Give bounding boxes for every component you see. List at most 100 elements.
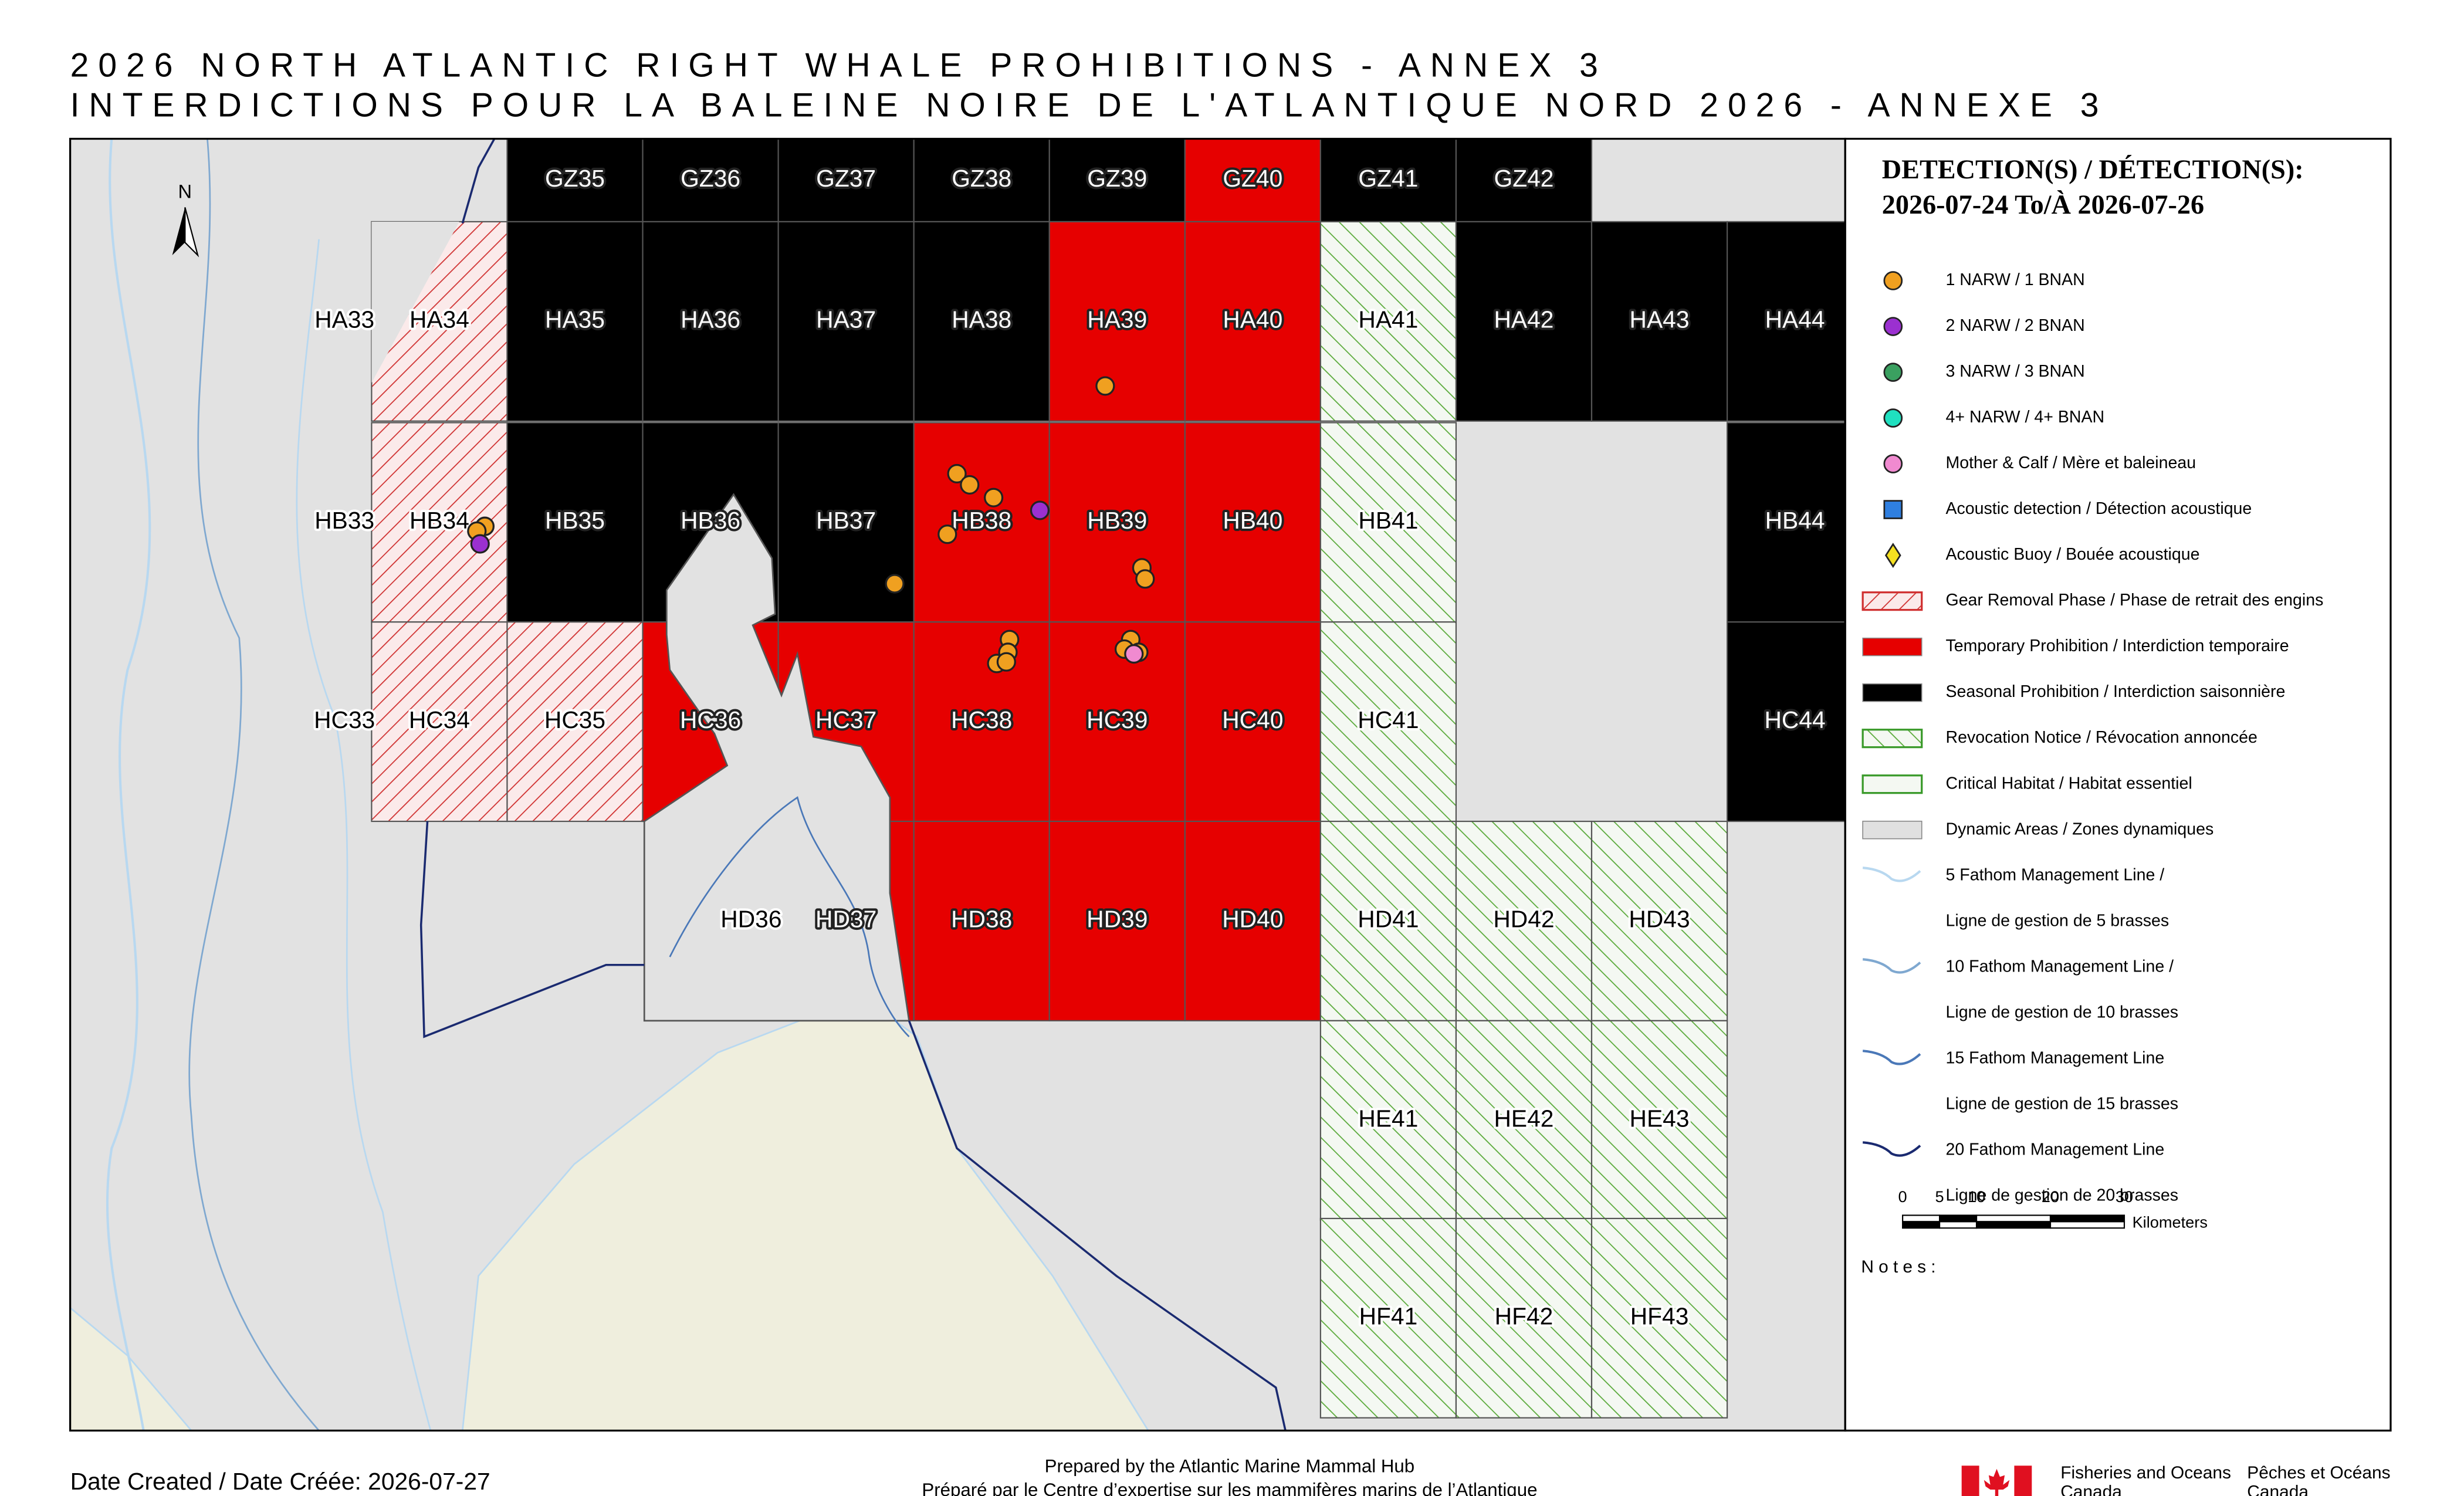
legend-label: Temporary Prohibition / Interdiction tem… (1946, 637, 2289, 655)
grid-cell (1184, 221, 1321, 422)
cell-label: GZ39 (1087, 165, 1147, 192)
cell-label: HB35 (545, 507, 605, 534)
dfo-fr: Canada (2247, 1482, 2309, 1496)
cell-label: HB38 (952, 507, 1011, 534)
legend-symbol (1862, 958, 1921, 974)
scale-segment (1975, 1214, 2052, 1223)
cell-label: HC41 (1358, 706, 1419, 733)
grid-cell (1590, 1020, 1728, 1221)
cell-label: HD40 (1222, 906, 1283, 933)
cell-label: HE43 (1630, 1105, 1690, 1132)
grid-cell (1319, 422, 1457, 623)
canada-flag (1961, 1465, 2032, 1496)
cell-label: HA38 (952, 306, 1011, 333)
cell-label: HC36 (680, 706, 741, 733)
legend-label: Ligne de gestion de 15 brasses (1946, 1094, 2179, 1113)
cell-label: GZ38 (952, 165, 1011, 192)
cell-label: HF42 (1495, 1303, 1553, 1330)
grid-cell (777, 138, 915, 223)
dfo-en: Canada (2060, 1482, 2122, 1496)
cell-label: HC38 (951, 706, 1012, 733)
prepared: Préparé par le Centre d’expertise sur le… (922, 1480, 1537, 1496)
legend-label: 20 Fathom Management Line (1946, 1140, 2165, 1159)
legend-symbol (1861, 774, 1923, 794)
grid-cell (777, 221, 915, 422)
scale-segment (1938, 1214, 1978, 1223)
title-line: INTERDICTIONS POUR LA BALEINE NOIRE DE L… (70, 86, 2099, 124)
coast-overlay (371, 138, 1287, 1431)
detection (1095, 376, 1115, 396)
legend-symbol (1883, 271, 1903, 290)
scale-tick-label: 20 (2042, 1187, 2059, 1206)
legend-label: Dynamic Areas / Zones dynamiques (1946, 820, 2214, 838)
grid-cell (1319, 621, 1457, 823)
grid-cell (1726, 221, 1864, 422)
scale-segment (1902, 1214, 1941, 1223)
cell-label: HD37 (815, 906, 876, 933)
grid-cell (1455, 138, 1593, 223)
legend-label: 3 NARW / 3 BNAN (1946, 362, 2085, 381)
fathom-line (296, 239, 432, 1431)
legend-symbol (1883, 500, 1903, 519)
cell-label: HC34 (409, 706, 470, 733)
north-label: N (178, 181, 192, 202)
legend-label: Ligne de gestion de 5 brasses (1946, 911, 2169, 930)
cell-label: HB44 (1765, 507, 1825, 534)
cell-label: HC33 (314, 706, 375, 733)
legend-label: 2 NARW / 2 BNAN (1946, 316, 2085, 335)
cell-label: HA37 (816, 306, 876, 333)
grid-cell (506, 422, 644, 623)
detection (885, 574, 905, 594)
scale-segment (2049, 1214, 2125, 1223)
cell-label: HA36 (681, 306, 740, 333)
flag-bar (2014, 1465, 2032, 1496)
cell-label: HB41 (1358, 507, 1418, 534)
detections (467, 376, 1155, 673)
cell-label: HA33 (314, 306, 374, 333)
legend-symbol (1883, 363, 1903, 382)
cell-label: HA40 (1223, 306, 1282, 333)
legend-symbol (1862, 1050, 1921, 1065)
legend-label: Acoustic detection / Détection acoustiqu… (1946, 499, 2252, 518)
grid-cell (506, 221, 644, 422)
grid-cell (1455, 221, 1593, 422)
detection (1030, 500, 1050, 520)
detection (470, 534, 490, 554)
grid-cell (1319, 1217, 1457, 1419)
fathom-line (106, 138, 151, 1431)
legend-label: 10 Fathom Management Line / (1946, 957, 2174, 976)
date-created: Date Created / Date Créée: 2026-07-27 (70, 1468, 490, 1495)
grid-cell (1184, 422, 1321, 623)
grid-cell (1184, 820, 1321, 1021)
cell-label: HC35 (544, 706, 605, 733)
grid-cell (913, 221, 1050, 422)
fathom-line (188, 138, 320, 1431)
cell-label: HF43 (1630, 1303, 1689, 1330)
legend-symbol (1862, 637, 1923, 656)
grid-cell (1455, 820, 1593, 1021)
grid-cell (913, 820, 1050, 1021)
grid-cell (913, 422, 1050, 623)
legend-label: 15 Fathom Management Line (1946, 1048, 2165, 1067)
legend-dates: 2026-07-24 To/À 2026-07-26 (1882, 189, 2204, 219)
cell-label: HD36 (720, 906, 781, 933)
legend-label: 1 NARW / 1 BNAN (1946, 270, 2085, 289)
grid-cell (1319, 820, 1457, 1021)
legend-symbol (1883, 454, 1903, 473)
legend-label: Acoustic Buoy / Bouée acoustique (1946, 545, 2200, 564)
cell-label: HD41 (1358, 906, 1419, 933)
cell-label: HB37 (816, 507, 876, 534)
cell-label: HC39 (1087, 706, 1148, 733)
cell-label: HB39 (1087, 507, 1147, 534)
grid-cell (371, 621, 508, 823)
legend-label: Ligne de gestion de 10 brasses (1946, 1003, 2179, 1021)
cell-label: HB40 (1223, 507, 1282, 534)
scale-tick-label: 5 (1935, 1187, 1944, 1206)
detection (947, 463, 967, 484)
cell-label: HD38 (951, 906, 1012, 933)
legend-label: 5 Fathom Management Line / (1946, 865, 2165, 884)
legend-symbol (1884, 543, 1901, 568)
cell-label: GZ41 (1358, 165, 1418, 192)
legend-symbol (1861, 729, 1923, 749)
arrow (184, 207, 199, 258)
